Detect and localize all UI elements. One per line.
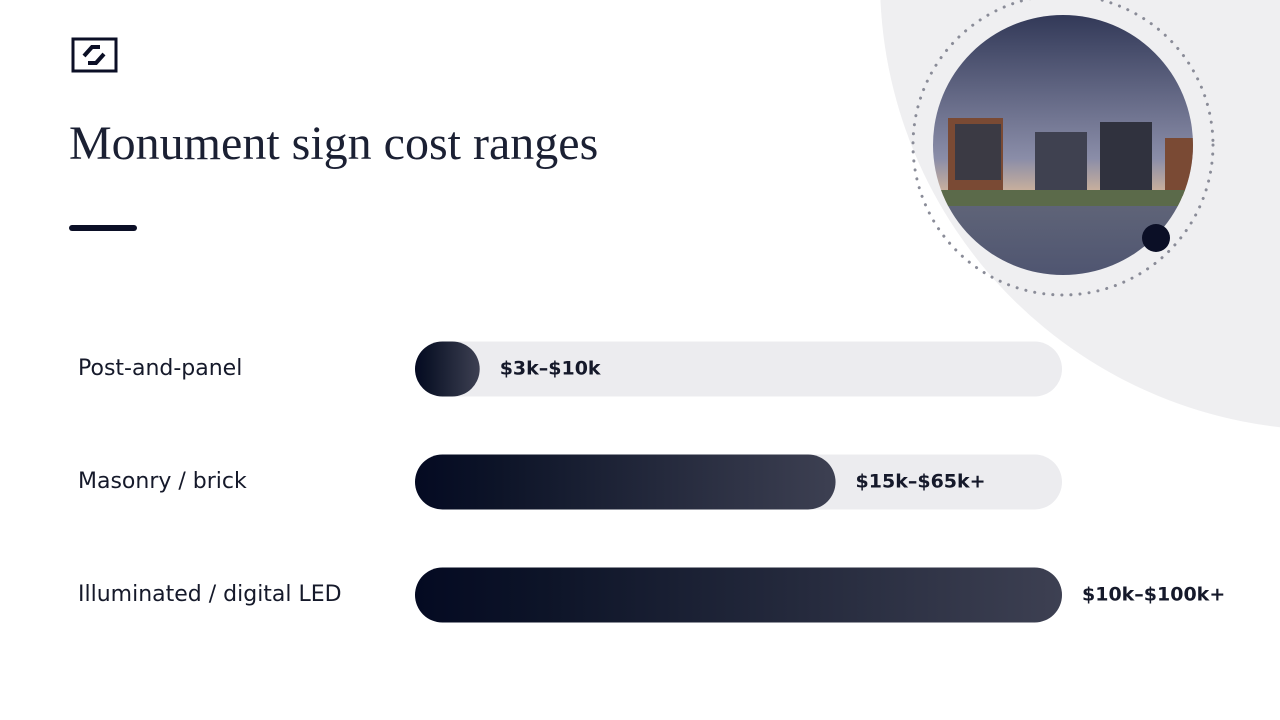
value-label: $3k–$10k <box>500 358 601 380</box>
value-label: $10k–$100k+ <box>1082 584 1225 606</box>
value-label: $15k–$65k+ <box>856 471 986 493</box>
bar <box>415 341 480 397</box>
chart-title: Monument sign cost ranges <box>69 117 598 170</box>
bar <box>415 454 836 510</box>
accent-dot <box>1142 224 1170 252</box>
bar-track <box>415 341 1062 397</box>
dotted-ring <box>911 0 1215 297</box>
title-rule <box>69 225 137 231</box>
category-label: Illuminated / digital LED <box>78 582 342 607</box>
photo <box>933 15 1193 275</box>
logo <box>71 37 118 73</box>
category-label: Post-and-panel <box>78 356 242 381</box>
bar <box>415 567 1062 623</box>
category-label: Masonry / brick <box>78 469 247 494</box>
